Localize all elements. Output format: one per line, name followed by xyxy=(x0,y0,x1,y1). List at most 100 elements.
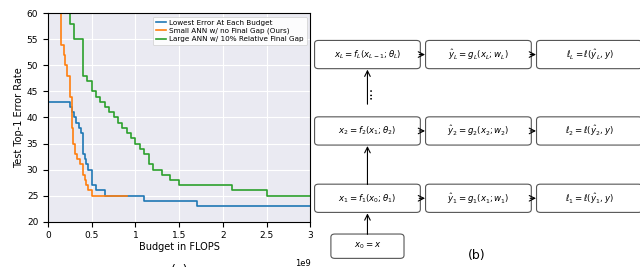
Small ANN w/ no Final Gap (Ours) xyxy=(110,194,118,197)
Large ANN w/ 10% Relative Final Gap xyxy=(127,137,135,140)
Text: (b): (b) xyxy=(468,249,486,262)
Large ANN w/ 10% Relative Final Gap xyxy=(228,189,236,192)
Lowest Error At Each Budget xyxy=(237,205,244,208)
Lowest Error At Each Budget xyxy=(114,194,122,197)
FancyBboxPatch shape xyxy=(315,117,420,145)
Large ANN w/ 10% Relative Final Gap xyxy=(132,142,140,145)
Lowest Error At Each Budget xyxy=(175,199,183,202)
Small ANN w/ no Final Gap (Ours) xyxy=(114,194,122,197)
Lowest Error At Each Budget xyxy=(184,199,192,202)
Large ANN w/ 10% Relative Final Gap xyxy=(289,194,297,197)
Small ANN w/ no Final Gap (Ours) xyxy=(70,142,77,145)
Small ANN w/ no Final Gap (Ours) xyxy=(63,74,71,77)
Lowest Error At Each Budget xyxy=(70,116,78,119)
Large ANN w/ 10% Relative Final Gap xyxy=(101,105,109,109)
Large ANN w/ 10% Relative Final Gap xyxy=(145,163,152,166)
Large ANN w/ 10% Relative Final Gap xyxy=(175,184,183,187)
Lowest Error At Each Budget xyxy=(149,199,157,202)
Large ANN w/ 10% Relative Final Gap xyxy=(114,121,122,124)
Large ANN w/ 10% Relative Final Gap xyxy=(237,189,244,192)
Large ANN w/ 10% Relative Final Gap xyxy=(184,184,192,187)
Small ANN w/ no Final Gap (Ours) xyxy=(61,64,69,67)
Lowest Error At Each Budget xyxy=(97,189,104,192)
Large ANN w/ 10% Relative Final Gap xyxy=(61,12,69,15)
Lowest Error At Each Budget xyxy=(263,205,271,208)
Lowest Error At Each Budget xyxy=(83,163,90,166)
Lowest Error At Each Budget xyxy=(298,205,305,208)
FancyBboxPatch shape xyxy=(315,184,420,213)
Small ANN w/ no Final Gap (Ours) xyxy=(73,158,81,161)
Small ANN w/ no Final Gap (Ours) xyxy=(84,189,92,192)
Small ANN w/ no Final Gap (Ours) xyxy=(77,163,84,166)
Text: $\ell_2 = \ell(\hat{y}_2, y)$: $\ell_2 = \ell(\hat{y}_2, y)$ xyxy=(565,124,614,138)
Large ANN w/ 10% Relative Final Gap xyxy=(211,184,218,187)
Small ANN w/ no Final Gap (Ours) xyxy=(75,158,83,161)
Lowest Error At Each Budget xyxy=(77,131,85,135)
Lowest Error At Each Budget xyxy=(101,194,109,197)
FancyBboxPatch shape xyxy=(426,117,531,145)
Legend: Lowest Error At Each Budget, Small ANN w/ no Final Gap (Ours), Large ANN w/ 10% : Lowest Error At Each Budget, Small ANN w… xyxy=(153,17,307,45)
Line: Small ANN w/ no Final Gap (Ours): Small ANN w/ no Final Gap (Ours) xyxy=(57,13,127,195)
Small ANN w/ no Final Gap (Ours) xyxy=(66,95,74,98)
Small ANN w/ no Final Gap (Ours) xyxy=(123,194,131,197)
Line: Large ANN w/ 10% Relative Final Gap: Large ANN w/ 10% Relative Final Gap xyxy=(65,13,310,195)
Large ANN w/ 10% Relative Final Gap xyxy=(79,74,87,77)
Large ANN w/ 10% Relative Final Gap xyxy=(75,38,83,41)
FancyBboxPatch shape xyxy=(426,184,531,213)
Text: $x_1 = f_1(x_0;\theta_1)$: $x_1 = f_1(x_0;\theta_1)$ xyxy=(339,192,397,205)
Text: $\ell_L = \ell(\hat{y}_L, y)$: $\ell_L = \ell(\hat{y}_L, y)$ xyxy=(566,47,613,62)
Large ANN w/ 10% Relative Final Gap xyxy=(88,90,95,93)
FancyBboxPatch shape xyxy=(426,40,531,69)
Small ANN w/ no Final Gap (Ours) xyxy=(68,126,76,129)
Large ANN w/ 10% Relative Final Gap xyxy=(307,194,314,197)
Large ANN w/ 10% Relative Final Gap xyxy=(92,95,100,98)
FancyBboxPatch shape xyxy=(536,40,640,69)
Lowest Error At Each Budget xyxy=(66,105,74,109)
Small ANN w/ no Final Gap (Ours) xyxy=(79,173,87,176)
Text: $x_2 = f_2(x_1;\theta_2)$: $x_2 = f_2(x_1;\theta_2)$ xyxy=(339,125,397,137)
Y-axis label: Test Top-1 Error Rate: Test Top-1 Error Rate xyxy=(14,67,24,168)
Small ANN w/ no Final Gap (Ours) xyxy=(53,12,61,15)
Lowest Error At Each Budget xyxy=(193,205,200,208)
Text: $\ell_1 = \ell(\hat{y}_1, y)$: $\ell_1 = \ell(\hat{y}_1, y)$ xyxy=(565,191,614,206)
Lowest Error At Each Budget xyxy=(110,194,118,197)
FancyBboxPatch shape xyxy=(331,234,404,258)
Lowest Error At Each Budget xyxy=(44,100,52,103)
Large ANN w/ 10% Relative Final Gap xyxy=(97,100,104,103)
FancyBboxPatch shape xyxy=(536,184,640,213)
Large ANN w/ 10% Relative Final Gap xyxy=(263,194,271,197)
Small ANN w/ no Final Gap (Ours) xyxy=(86,189,94,192)
FancyBboxPatch shape xyxy=(315,40,420,69)
Text: $\hat{y}_1 = g_1(x_1;w_1)$: $\hat{y}_1 = g_1(x_1;w_1)$ xyxy=(447,191,509,206)
Large ANN w/ 10% Relative Final Gap xyxy=(193,184,200,187)
Lowest Error At Each Budget xyxy=(307,205,314,208)
Large ANN w/ 10% Relative Final Gap xyxy=(123,131,131,135)
Text: $\hat{y}_{L} = g_{L}(x_{L};w_{L})$: $\hat{y}_{L} = g_{L}(x_{L};w_{L})$ xyxy=(448,47,509,62)
Large ANN w/ 10% Relative Final Gap xyxy=(136,147,143,150)
Lowest Error At Each Budget xyxy=(280,205,288,208)
Lowest Error At Each Budget xyxy=(106,194,113,197)
Large ANN w/ 10% Relative Final Gap xyxy=(166,178,174,182)
Small ANN w/ no Final Gap (Ours) xyxy=(60,53,68,57)
Large ANN w/ 10% Relative Final Gap xyxy=(83,79,91,83)
Small ANN w/ no Final Gap (Ours) xyxy=(101,194,109,197)
Large ANN w/ 10% Relative Final Gap xyxy=(298,194,305,197)
Small ANN w/ no Final Gap (Ours) xyxy=(106,194,113,197)
Lowest Error At Each Budget xyxy=(75,126,83,129)
Text: $x_L = f_L(x_{L-1};\theta_L)$: $x_L = f_L(x_{L-1};\theta_L)$ xyxy=(333,48,401,61)
Large ANN w/ 10% Relative Final Gap xyxy=(254,189,262,192)
FancyBboxPatch shape xyxy=(536,117,640,145)
Large ANN w/ 10% Relative Final Gap xyxy=(271,194,279,197)
Line: Lowest Error At Each Budget: Lowest Error At Each Budget xyxy=(48,102,310,206)
Lowest Error At Each Budget xyxy=(92,189,100,192)
Small ANN w/ no Final Gap (Ours) xyxy=(118,194,126,197)
Lowest Error At Each Budget xyxy=(228,205,236,208)
Large ANN w/ 10% Relative Final Gap xyxy=(280,194,288,197)
Large ANN w/ 10% Relative Final Gap xyxy=(158,173,166,176)
Large ANN w/ 10% Relative Final Gap xyxy=(149,168,157,171)
Lowest Error At Each Budget xyxy=(72,121,80,124)
Small ANN w/ no Final Gap (Ours) xyxy=(81,178,88,182)
Large ANN w/ 10% Relative Final Gap xyxy=(245,189,253,192)
Lowest Error At Each Budget xyxy=(63,100,71,103)
Lowest Error At Each Budget xyxy=(88,184,95,187)
